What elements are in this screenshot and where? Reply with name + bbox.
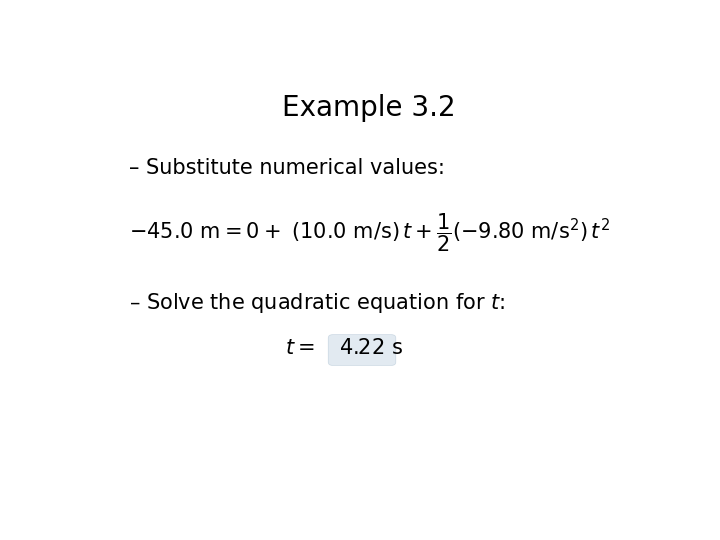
Text: $4.22\ \mathrm{s}$: $4.22\ \mathrm{s}$ — [339, 338, 403, 357]
Text: $t =$: $t =$ — [285, 338, 315, 357]
FancyBboxPatch shape — [328, 335, 396, 366]
Text: Example 3.2: Example 3.2 — [282, 94, 456, 122]
Text: – Solve the quadratic equation for $t$:: – Solve the quadratic equation for $t$: — [129, 292, 505, 315]
Text: – Substitute numerical values:: – Substitute numerical values: — [129, 158, 445, 178]
Text: $-45.0\ \mathrm{m} = 0 + \ (10.0\ \mathrm{m/s})\,t + \dfrac{1}{2}(-9.80\ \mathrm: $-45.0\ \mathrm{m} = 0 + \ (10.0\ \mathr… — [129, 212, 610, 254]
